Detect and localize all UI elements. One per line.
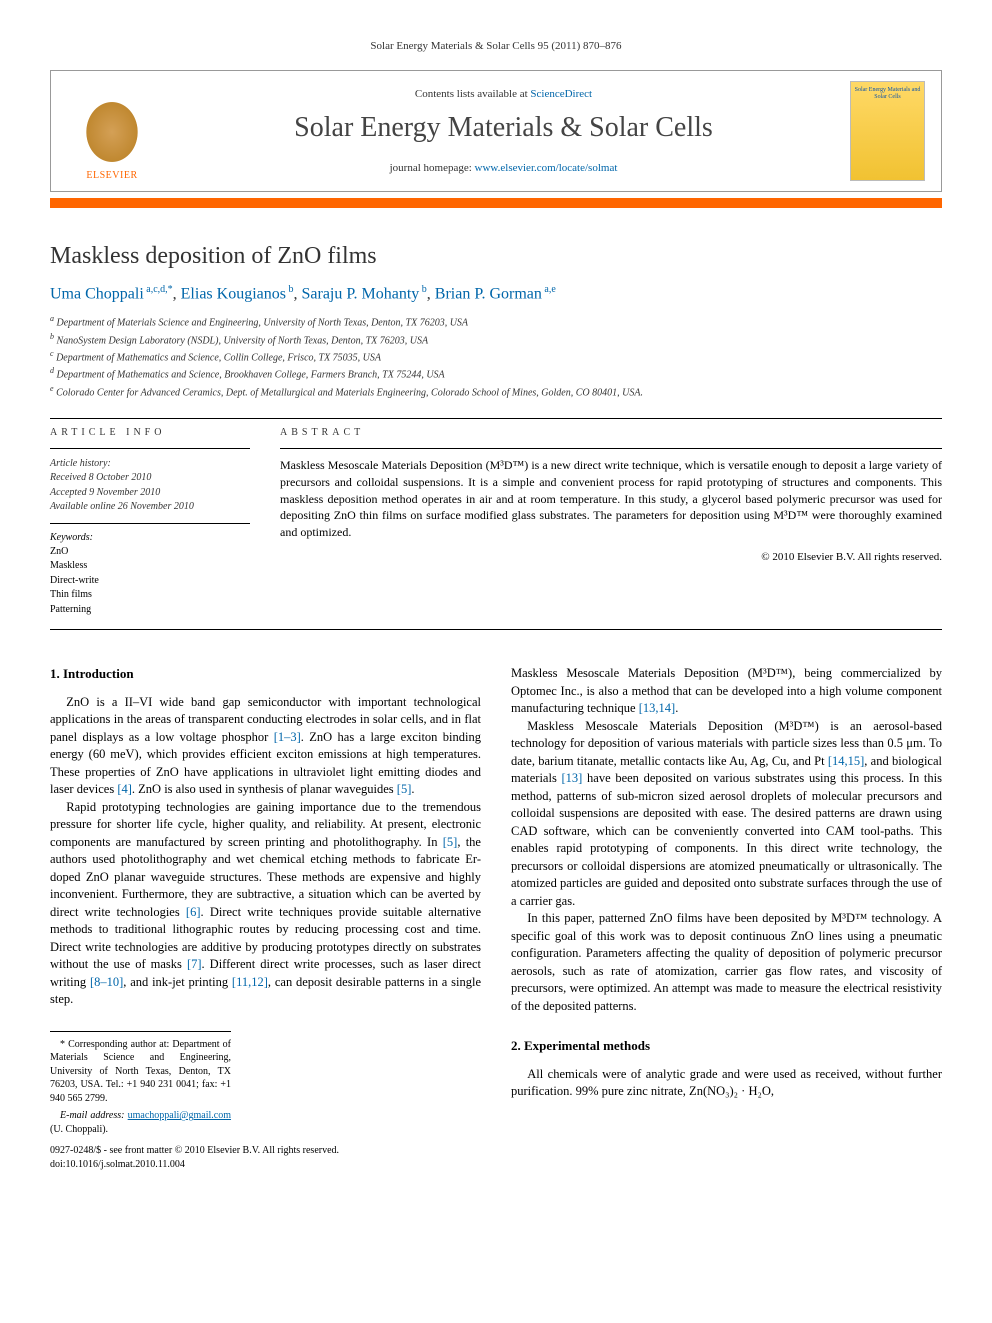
sciencedirect-link[interactable]: ScienceDirect xyxy=(530,88,592,100)
affiliation-line: e Colorado Center for Advanced Ceramics,… xyxy=(50,383,942,400)
keyword-item: Direct-write xyxy=(50,574,250,589)
history-received: Received 8 October 2010 xyxy=(50,471,250,486)
author-affil-marks: b xyxy=(419,284,427,295)
intro-paragraph-2: Rapid prototyping technologies are gaini… xyxy=(50,799,481,1009)
intro-paragraph-5: In this paper, patterned ZnO films have … xyxy=(511,910,942,1015)
experimental-paragraph-1: All chemicals were of analytic grade and… xyxy=(511,1066,942,1101)
section-heading-experimental: 2. Experimental methods xyxy=(511,1037,942,1055)
article-title: Maskless deposition of ZnO films xyxy=(50,243,942,270)
author-affil-marks: a,e xyxy=(542,284,556,295)
doi-line: doi:10.1016/j.solmat.2010.11.004 xyxy=(50,1158,481,1172)
cover-title-text: Solar Energy Materials and Solar Cells xyxy=(854,87,921,101)
keywords-list: ZnOMasklessDirect-writeThin filmsPattern… xyxy=(50,545,250,618)
publisher-logo: ELSEVIER xyxy=(67,81,157,181)
intro-paragraph-1: ZnO is a II–VI wide band gap semiconduct… xyxy=(50,694,481,799)
abstract-divider xyxy=(280,448,942,449)
article-history: Article history: Received 8 October 2010… xyxy=(50,457,250,515)
divider xyxy=(50,418,942,419)
publisher-name: ELSEVIER xyxy=(86,170,137,181)
article-info-heading: ARTICLE INFO xyxy=(50,427,250,438)
history-label: Article history: xyxy=(50,457,250,472)
abstract-block: ABSTRACT Maskless Mesoscale Materials De… xyxy=(280,427,942,618)
abstract-copyright: © 2010 Elsevier B.V. All rights reserved… xyxy=(280,551,942,563)
author-name[interactable]: Elias Kougianos xyxy=(181,285,286,302)
author-name[interactable]: Uma Choppali xyxy=(50,285,144,302)
corresponding-author-footnote: * Corresponding author at: Department of… xyxy=(50,1038,231,1106)
contents-prefix: Contents lists available at xyxy=(415,88,530,100)
email-label: E-mail address: xyxy=(60,1110,124,1121)
journal-homepage-line: journal homepage: www.elsevier.com/locat… xyxy=(157,162,850,174)
history-online: Available online 26 November 2010 xyxy=(50,500,250,515)
info-divider xyxy=(50,523,250,524)
author-name[interactable]: Brian P. Gorman xyxy=(435,285,542,302)
elsevier-tree-icon xyxy=(82,97,142,167)
history-accepted: Accepted 9 November 2010 xyxy=(50,486,250,501)
author-list: Uma Choppali a,c,d,*, Elias Kougianos b,… xyxy=(50,284,942,303)
section-heading-intro: 1. Introduction xyxy=(50,665,481,683)
author-name[interactable]: Saraju P. Mohanty xyxy=(301,285,419,302)
email-footnote: E-mail address: umachoppali@gmail.com (U… xyxy=(50,1109,231,1136)
intro-paragraph-3: Maskless Mesoscale Materials Deposition … xyxy=(511,665,942,718)
abstract-text: Maskless Mesoscale Materials Deposition … xyxy=(280,457,942,541)
email-author-name: (U. Choppali). xyxy=(50,1124,108,1135)
front-matter-line: 0927-0248/$ - see front matter © 2010 El… xyxy=(50,1144,481,1158)
keyword-item: Patterning xyxy=(50,603,250,618)
author-affil-marks: b xyxy=(286,284,294,295)
intro-paragraph-4: Maskless Mesoscale Materials Deposition … xyxy=(511,718,942,911)
affiliation-line: a Department of Materials Science and En… xyxy=(50,313,942,330)
running-header: Solar Energy Materials & Solar Cells 95 … xyxy=(50,40,942,52)
affiliation-line: b NanoSystem Design Laboratory (NSDL), U… xyxy=(50,331,942,348)
left-column: 1. Introduction ZnO is a II–VI wide band… xyxy=(50,665,481,1171)
article-info-block: ARTICLE INFO Article history: Received 8… xyxy=(50,427,250,618)
keyword-item: Maskless xyxy=(50,559,250,574)
journal-cover-thumbnail: Solar Energy Materials and Solar Cells xyxy=(850,81,925,181)
keyword-item: ZnO xyxy=(50,545,250,560)
orange-accent-bar xyxy=(50,198,942,208)
contents-available-line: Contents lists available at ScienceDirec… xyxy=(157,88,850,100)
affiliation-list: a Department of Materials Science and En… xyxy=(50,313,942,400)
journal-name: Solar Energy Materials & Solar Cells xyxy=(157,112,850,144)
footnote-block: * Corresponding author at: Department of… xyxy=(50,1031,231,1137)
affiliation-line: d Department of Mathematics and Science,… xyxy=(50,365,942,382)
affiliation-line: c Department of Mathematics and Science,… xyxy=(50,348,942,365)
journal-homepage-link[interactable]: www.elsevier.com/locate/solmat xyxy=(475,162,618,174)
abstract-heading: ABSTRACT xyxy=(280,427,942,438)
email-link[interactable]: umachoppali@gmail.com xyxy=(128,1110,231,1121)
body-two-columns: 1. Introduction ZnO is a II–VI wide band… xyxy=(50,665,942,1171)
keyword-item: Thin films xyxy=(50,588,250,603)
homepage-prefix: journal homepage: xyxy=(390,162,475,174)
journal-masthead: ELSEVIER Contents lists available at Sci… xyxy=(50,70,942,192)
masthead-center: Contents lists available at ScienceDirec… xyxy=(157,88,850,174)
keywords-label: Keywords: xyxy=(50,532,250,543)
doi-block: 0927-0248/$ - see front matter © 2010 El… xyxy=(50,1144,481,1171)
right-column: Maskless Mesoscale Materials Deposition … xyxy=(511,665,942,1171)
author-affil-marks: a,c,d,* xyxy=(144,284,173,295)
info-divider xyxy=(50,448,250,449)
divider xyxy=(50,629,942,630)
